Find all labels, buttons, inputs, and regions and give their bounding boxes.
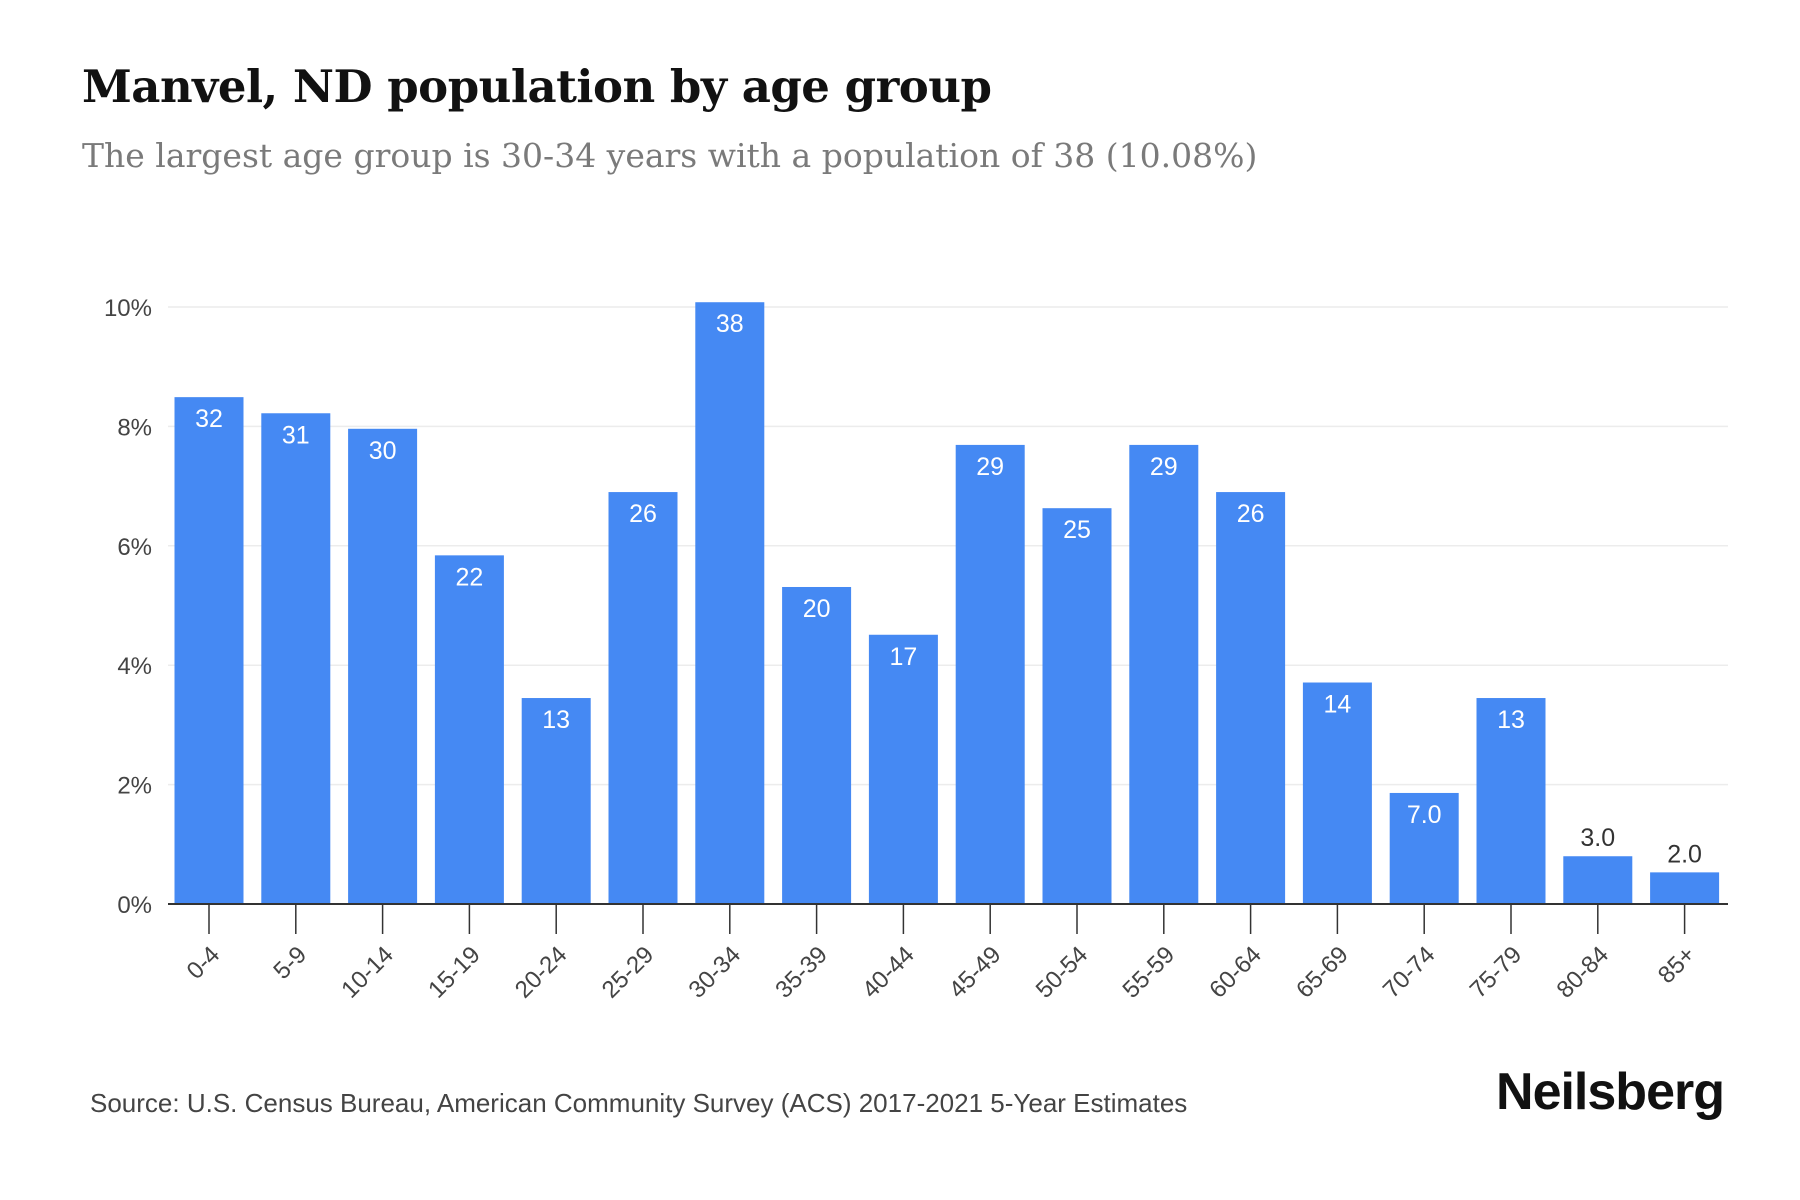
data-label: 13 [542, 706, 570, 734]
x-tick-label: 75-79 [1465, 941, 1528, 1004]
bar [1650, 872, 1720, 904]
data-label: 32 [195, 405, 223, 433]
data-label: 31 [282, 421, 310, 449]
bars [174, 302, 1720, 904]
data-label: 7.0 [1407, 801, 1442, 829]
data-label: 20 [803, 595, 831, 623]
source-note: Source: U.S. Census Bureau, American Com… [90, 1088, 1188, 1118]
y-tick-label: 4% [117, 653, 152, 680]
y-axis-tick-labels: 0% 2% 4% 6% 8% 10% [104, 295, 152, 919]
data-label: 29 [976, 453, 1004, 481]
data-label: 13 [1497, 706, 1525, 734]
bar [1302, 682, 1372, 904]
x-tick-label: 0-4 [182, 941, 226, 985]
bar [1042, 508, 1112, 904]
bar [174, 397, 244, 904]
data-labels: 32 31 30 22 13 26 38 20 17 29 25 29 26 14 7.0 13 3.0 2.0 [195, 310, 1702, 868]
gridlines [168, 306, 1728, 786]
bar [1476, 698, 1546, 904]
y-tick-label: 10% [104, 295, 152, 322]
data-label: 22 [455, 563, 483, 591]
x-tick-label: 50-54 [1031, 941, 1094, 1004]
data-label: 30 [369, 437, 397, 465]
x-tick-label: 55-59 [1118, 941, 1181, 1004]
bar [1129, 444, 1199, 904]
brand-logo: Neilsberg [1496, 1063, 1725, 1121]
y-tick-label: 8% [117, 414, 152, 441]
x-tick-label: 80-84 [1552, 941, 1615, 1004]
x-tick-label: 70-74 [1378, 941, 1441, 1004]
x-tick-label: 35-39 [770, 941, 833, 1004]
x-axis-ticks: 0-4 5-9 10-14 15-19 20-24 25-29 30-34 35-39 40-4… [182, 904, 1701, 1004]
bar [521, 698, 591, 904]
chart-title: Manvel, ND population by age group [82, 60, 992, 113]
y-tick-label: 0% [117, 892, 152, 919]
data-label: 14 [1323, 691, 1351, 719]
bar [868, 634, 938, 904]
bar [782, 586, 852, 904]
bar [608, 492, 678, 904]
x-tick-label: 85+ [1653, 941, 1701, 989]
bar [261, 413, 331, 904]
bar [1389, 792, 1459, 904]
x-tick-label: 40-44 [857, 941, 920, 1004]
chart-subtitle: The largest age group is 30-34 years wit… [82, 136, 1258, 175]
x-tick-label: 25-29 [597, 941, 660, 1004]
x-tick-label: 45-49 [944, 941, 1007, 1004]
bar [695, 302, 765, 904]
y-tick-label: 2% [117, 773, 152, 800]
x-tick-label: 30-34 [684, 941, 747, 1004]
data-label: 3.0 [1580, 824, 1615, 852]
y-tick-label: 6% [117, 534, 152, 561]
x-tick-label: 15-19 [423, 941, 486, 1004]
data-label: 17 [889, 643, 917, 671]
data-label: 38 [716, 310, 744, 338]
data-label: 26 [1237, 500, 1265, 528]
data-label: 2.0 [1667, 840, 1702, 868]
x-tick-label: 10-14 [336, 941, 399, 1004]
bar [434, 555, 504, 904]
x-tick-label: 20-24 [510, 941, 573, 1004]
bar [348, 428, 418, 904]
bar [1216, 492, 1286, 904]
x-tick-label: 5-9 [268, 941, 312, 985]
data-label: 26 [629, 500, 657, 528]
data-label: 29 [1150, 453, 1178, 481]
x-tick-label: 65-69 [1291, 941, 1354, 1004]
bar [1563, 856, 1633, 904]
bar [955, 444, 1025, 904]
data-label: 25 [1063, 516, 1091, 544]
x-tick-label: 60-64 [1204, 941, 1267, 1004]
